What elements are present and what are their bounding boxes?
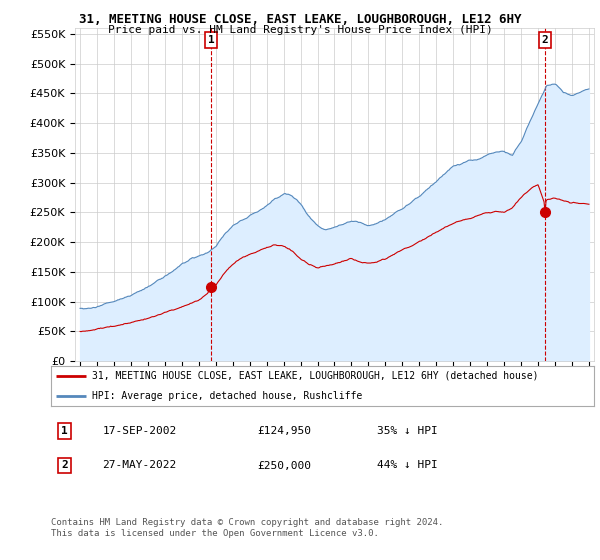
Text: 35% ↓ HPI: 35% ↓ HPI xyxy=(377,426,437,436)
Text: 31, MEETING HOUSE CLOSE, EAST LEAKE, LOUGHBOROUGH, LE12 6HY (detached house): 31, MEETING HOUSE CLOSE, EAST LEAKE, LOU… xyxy=(92,371,538,381)
Text: 2: 2 xyxy=(542,35,548,45)
Text: HPI: Average price, detached house, Rushcliffe: HPI: Average price, detached house, Rush… xyxy=(92,391,362,401)
Text: 1: 1 xyxy=(208,35,214,45)
Text: 17-SEP-2002: 17-SEP-2002 xyxy=(103,426,177,436)
Text: £124,950: £124,950 xyxy=(257,426,311,436)
Text: 44% ↓ HPI: 44% ↓ HPI xyxy=(377,460,437,470)
Text: 1: 1 xyxy=(61,426,68,436)
Text: 27-MAY-2022: 27-MAY-2022 xyxy=(103,460,177,470)
Text: Contains HM Land Registry data © Crown copyright and database right 2024.: Contains HM Land Registry data © Crown c… xyxy=(51,518,443,527)
Text: 31, MEETING HOUSE CLOSE, EAST LEAKE, LOUGHBOROUGH, LE12 6HY: 31, MEETING HOUSE CLOSE, EAST LEAKE, LOU… xyxy=(79,13,521,26)
Text: £250,000: £250,000 xyxy=(257,460,311,470)
Text: Price paid vs. HM Land Registry's House Price Index (HPI): Price paid vs. HM Land Registry's House … xyxy=(107,25,493,35)
Text: 2: 2 xyxy=(61,460,68,470)
Text: This data is licensed under the Open Government Licence v3.0.: This data is licensed under the Open Gov… xyxy=(51,529,379,538)
